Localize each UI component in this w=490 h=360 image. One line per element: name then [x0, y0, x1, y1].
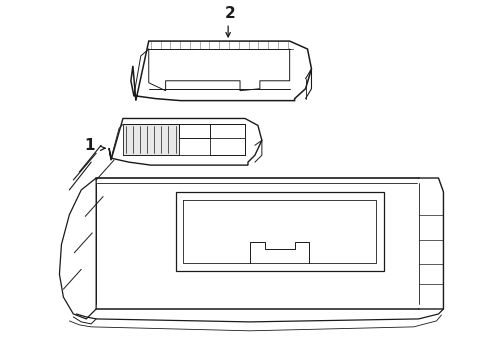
Text: 1: 1	[84, 138, 95, 153]
Polygon shape	[123, 125, 178, 155]
Polygon shape	[175, 192, 384, 271]
Polygon shape	[131, 41, 312, 100]
Polygon shape	[59, 178, 96, 319]
Polygon shape	[210, 138, 245, 155]
Polygon shape	[109, 118, 262, 165]
Text: 2: 2	[225, 6, 236, 21]
